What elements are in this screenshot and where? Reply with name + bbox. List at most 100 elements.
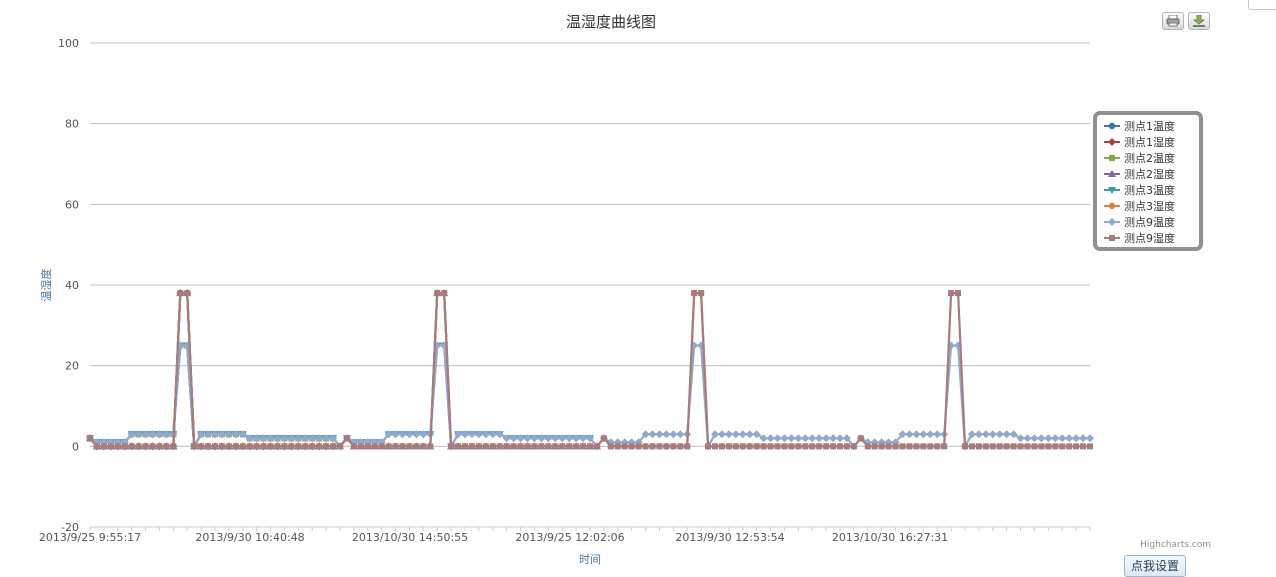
- data-point: [717, 430, 726, 439]
- data-point: [441, 290, 448, 297]
- data-point: [955, 290, 962, 297]
- data-point: [482, 443, 489, 450]
- data-point: [802, 443, 809, 450]
- legend-item[interactable]: 测点3湿度: [1104, 199, 1175, 213]
- legend-frame: [1093, 111, 1203, 251]
- data-point: [559, 443, 566, 450]
- data-point: [1009, 430, 1018, 439]
- data-point: [330, 443, 337, 450]
- x-tick-label: 2013/10/30 16:27:31: [832, 531, 948, 544]
- data-point: [641, 430, 650, 439]
- data-point: [448, 443, 455, 450]
- data-point: [288, 443, 295, 450]
- data-point: [962, 443, 968, 450]
- data-point: [266, 434, 275, 443]
- legend-label: 测点1温度: [1124, 119, 1175, 133]
- legend-item[interactable]: 测点1湿度: [1104, 135, 1175, 149]
- data-point: [135, 443, 142, 450]
- data-point: [474, 430, 483, 439]
- data-point: [642, 443, 649, 450]
- data-point: [996, 443, 1003, 450]
- data-point: [656, 443, 663, 450]
- data-point: [177, 290, 184, 297]
- print-button[interactable]: [1162, 12, 1184, 30]
- data-point: [274, 443, 281, 450]
- series-测点1湿度: [86, 289, 344, 451]
- data-point: [197, 430, 206, 439]
- data-point: [566, 443, 573, 450]
- data-point: [455, 443, 462, 450]
- data-point: [1073, 443, 1080, 450]
- data-point: [829, 434, 838, 443]
- y-tick-label: 40: [65, 279, 79, 292]
- data-point: [322, 434, 331, 443]
- data-point: [988, 430, 997, 439]
- data-point: [350, 443, 357, 450]
- data-point: [558, 434, 567, 443]
- data-point: [1109, 155, 1115, 161]
- legend-item[interactable]: 测点1温度: [1104, 119, 1175, 133]
- data-point: [981, 430, 990, 439]
- legend-item[interactable]: 测点2湿度: [1104, 167, 1175, 181]
- data-point: [773, 434, 782, 443]
- data-point: [676, 430, 685, 439]
- data-point: [107, 443, 114, 450]
- series-测点9湿度: [87, 290, 1093, 450]
- data-point: [246, 443, 253, 450]
- data-point: [926, 430, 935, 439]
- legend-item[interactable]: 测点3温度: [1104, 183, 1175, 197]
- data-point: [871, 443, 878, 450]
- data-point: [711, 430, 719, 439]
- data-point: [516, 434, 525, 443]
- data-point: [309, 443, 316, 450]
- data-point: [524, 443, 531, 450]
- data-point: [287, 434, 296, 443]
- data-point: [738, 430, 747, 439]
- data-point: [767, 443, 774, 450]
- legend-label: 测点3温度: [1124, 183, 1175, 197]
- data-point: [1002, 430, 1011, 439]
- data-point: [724, 430, 733, 439]
- legend-item[interactable]: 测点2温度: [1104, 151, 1175, 165]
- data-point: [239, 443, 246, 450]
- plot-area: [86, 289, 1094, 451]
- data-point: [544, 434, 553, 443]
- data-point: [301, 434, 310, 443]
- data-point: [163, 443, 170, 450]
- credit-link[interactable]: Highcharts.com: [1140, 540, 1211, 550]
- data-point: [1086, 434, 1094, 443]
- data-point: [766, 434, 775, 443]
- settings-button[interactable]: 点我设置: [1124, 555, 1187, 577]
- data-point: [815, 434, 824, 443]
- data-point: [337, 443, 343, 450]
- data-point: [413, 443, 420, 450]
- data-point: [752, 430, 761, 439]
- data-point: [967, 430, 976, 439]
- data-point: [975, 443, 982, 450]
- download-button[interactable]: [1188, 12, 1210, 30]
- data-point: [427, 443, 434, 450]
- legend-label: 测点3湿度: [1124, 199, 1175, 213]
- x-tick-label: 2013/9/25 9:55:17: [39, 531, 141, 544]
- y-tick-label: 20: [65, 360, 79, 373]
- data-point: [670, 443, 677, 450]
- data-point: [468, 443, 475, 450]
- data-point: [378, 443, 385, 450]
- data-point: [878, 443, 885, 450]
- x-tick-label: 2013/9/30 10:40:48: [195, 531, 304, 544]
- data-point: [948, 290, 955, 297]
- series-line: [89, 344, 1090, 451]
- legend-item[interactable]: 测点9温度: [1104, 215, 1175, 229]
- data-point: [663, 443, 670, 450]
- data-point: [364, 443, 371, 450]
- data-point: [538, 443, 545, 450]
- legend-item[interactable]: 测点9湿度: [1104, 231, 1175, 245]
- y-tick-label: -20: [61, 521, 79, 534]
- data-point: [1109, 235, 1115, 241]
- x-tick-label: 2013/10/30 14:50:55: [352, 531, 468, 544]
- data-point: [420, 443, 427, 450]
- data-point: [211, 430, 219, 439]
- data-point: [1108, 138, 1116, 146]
- data-point: [294, 434, 303, 443]
